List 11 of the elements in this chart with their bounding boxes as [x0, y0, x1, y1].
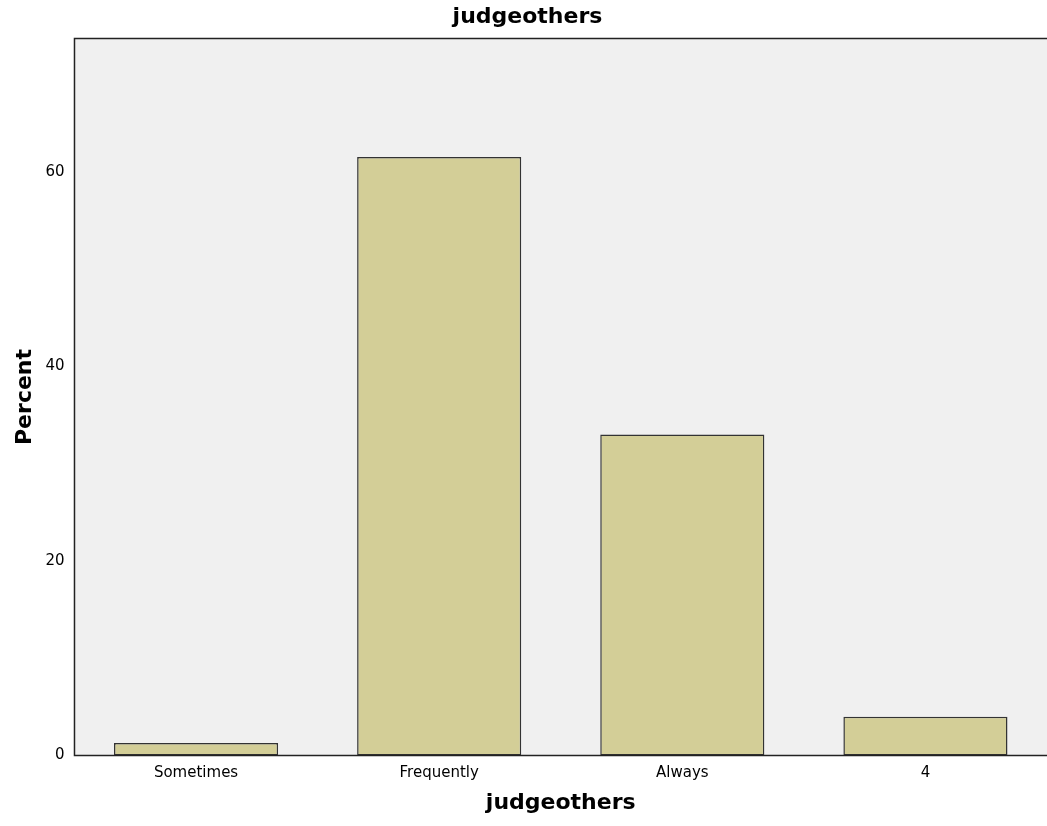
y-axis-title: Percent — [10, 348, 36, 446]
y-tick-label: 60 — [45, 161, 65, 180]
chart-title: judgeothers — [451, 2, 603, 28]
x-tick-label: 4 — [920, 763, 931, 782]
y-tick-label: 40 — [45, 356, 65, 375]
x-axis-title: judgeothers — [484, 788, 636, 814]
x-tick-label: Always — [656, 763, 709, 782]
y-tick-label: 20 — [45, 550, 65, 569]
x-tick-label: Sometimes — [153, 763, 239, 782]
x-tick-label: Frequently — [399, 763, 479, 782]
y-tick-label: 0 — [54, 745, 65, 764]
